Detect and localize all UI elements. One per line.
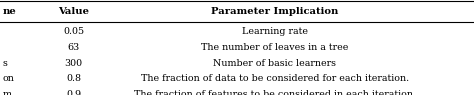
- Text: 300: 300: [64, 59, 82, 68]
- Text: Number of basic learners: Number of basic learners: [213, 59, 337, 68]
- Text: Learning rate: Learning rate: [242, 27, 308, 36]
- Text: 0.9: 0.9: [66, 90, 81, 95]
- Text: ne: ne: [2, 7, 16, 16]
- Text: Value: Value: [58, 7, 89, 16]
- Text: s: s: [2, 59, 7, 68]
- Text: The number of leaves in a tree: The number of leaves in a tree: [201, 43, 348, 52]
- Text: 0.8: 0.8: [66, 74, 81, 83]
- Text: 0.05: 0.05: [63, 27, 84, 36]
- Text: Parameter Implication: Parameter Implication: [211, 7, 338, 16]
- Text: m: m: [2, 90, 11, 95]
- Text: on: on: [2, 74, 14, 83]
- Text: The fraction of data to be considered for each iteration.: The fraction of data to be considered fo…: [141, 74, 409, 83]
- Text: The fraction of features to be considered in each iteration.: The fraction of features to be considere…: [134, 90, 416, 95]
- Text: 63: 63: [67, 43, 80, 52]
